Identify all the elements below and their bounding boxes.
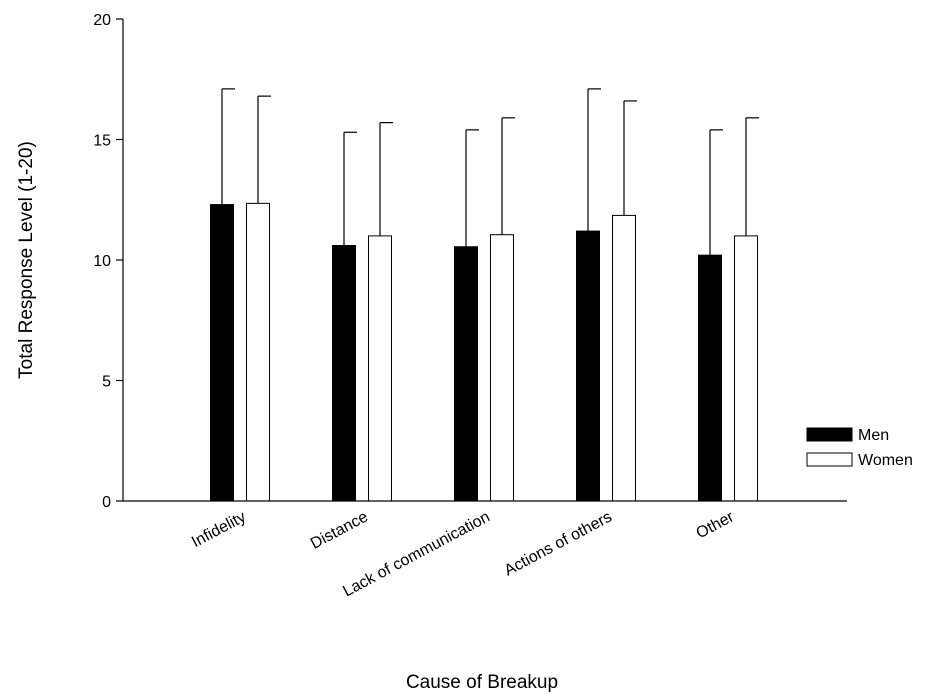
legend-swatch-men bbox=[806, 427, 853, 442]
y-tick-label-2: 10 bbox=[93, 253, 111, 270]
legend-label-men: Men bbox=[858, 427, 889, 444]
legend: Men Women bbox=[806, 427, 913, 469]
y-tick-label-3: 15 bbox=[93, 133, 111, 150]
bar-men-3 bbox=[576, 230, 600, 502]
bars-layer bbox=[210, 88, 759, 502]
y-axis-title: Total Response Level (1-20) bbox=[16, 141, 37, 379]
x-category-label-4: Other bbox=[694, 508, 738, 542]
x-category-label-3: Actions of others bbox=[502, 509, 615, 580]
bar-women-4 bbox=[734, 235, 758, 502]
bar-men-4 bbox=[698, 254, 722, 502]
bar-men-2 bbox=[454, 246, 478, 502]
bar-men-1 bbox=[332, 245, 356, 502]
bar-women-1 bbox=[368, 235, 392, 502]
y-tick-label-0: 0 bbox=[102, 494, 111, 511]
x-category-label-1: Distance bbox=[308, 508, 371, 552]
x-category-label-0: Infidelity bbox=[189, 509, 249, 552]
bar-women-2 bbox=[490, 234, 514, 502]
legend-label-women: Women bbox=[858, 452, 913, 469]
legend-swatch-women bbox=[806, 452, 853, 467]
y-ticks: 0 5 10 15 20 bbox=[93, 12, 123, 511]
bar-men-0 bbox=[210, 204, 234, 502]
y-tick-label-4: 20 bbox=[93, 12, 111, 29]
x-axis-title: Cause of Breakup bbox=[406, 672, 558, 693]
bar-women-3 bbox=[612, 214, 636, 502]
bar-women-0 bbox=[246, 202, 270, 502]
y-tick-label-1: 5 bbox=[102, 374, 111, 391]
